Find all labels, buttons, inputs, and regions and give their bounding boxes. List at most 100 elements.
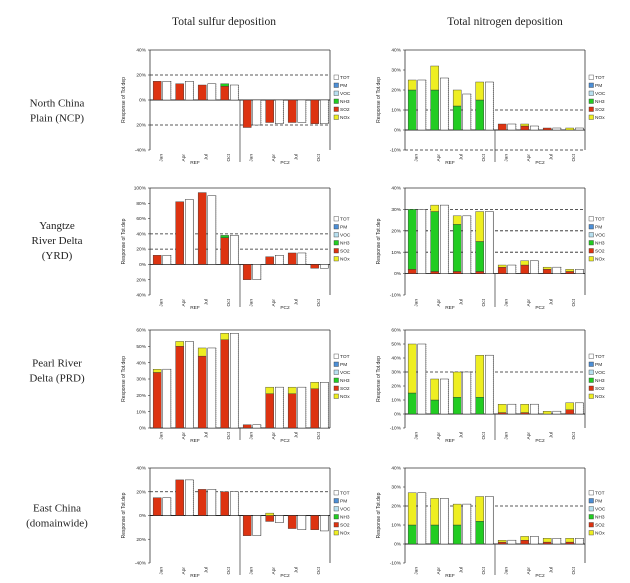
- legend-label-nh3: NH3: [595, 99, 605, 105]
- y-tick-label: 10%: [391, 398, 401, 404]
- legend-swatch-nh3: [333, 377, 339, 383]
- legend-swatch-so2: [588, 385, 594, 391]
- x-tick-label-0: Jan: [158, 567, 164, 575]
- bar-tot-3: [230, 235, 239, 265]
- bar-so2-4: [242, 264, 252, 280]
- y-tick-label: -40%: [135, 148, 147, 154]
- column-title-sulfur: Total sulfur deposition: [172, 16, 276, 28]
- row-label-2-line-0: Pearl River: [32, 358, 82, 370]
- bar-nh3-2: [452, 524, 462, 545]
- y-tick-label: 40%: [391, 466, 401, 472]
- legend-swatch-voc: [333, 90, 339, 96]
- bar-nox-5: [520, 536, 529, 541]
- bar-so2-5: [520, 125, 529, 131]
- bar-tot-1: [440, 77, 449, 131]
- y-tick-label: 40%: [136, 48, 146, 54]
- bar-nh3-0: [407, 89, 417, 131]
- y-tick-label: 20%: [136, 277, 146, 283]
- x-tick-label-5: Apr: [526, 432, 532, 440]
- bar-tot-7: [320, 264, 329, 269]
- legend-swatch-so2: [588, 248, 594, 254]
- legend-label-nh3: NH3: [340, 241, 350, 247]
- bar-nox-1: [430, 378, 439, 401]
- bar-so2-4: [497, 123, 507, 131]
- bar-nox-3: [475, 355, 484, 398]
- row-label-3-line-1: (domainwide): [26, 518, 88, 530]
- x-tick-label-7: Oct: [316, 153, 322, 161]
- bar-nox-7: [565, 127, 574, 131]
- y-tick-label: -10%: [390, 293, 402, 299]
- x-tick-label-1: Apr: [436, 432, 442, 440]
- bar-tot-7: [575, 127, 584, 131]
- x-tick-label-4: Jan: [503, 154, 509, 162]
- x-tick-label-4: Jan: [248, 567, 254, 575]
- y-tick-label: 50%: [136, 344, 146, 350]
- bar-so2-5: [265, 256, 274, 265]
- x-tick-label-0: Jan: [158, 299, 164, 307]
- bar-tot-2: [462, 215, 472, 274]
- bar-tot-7: [575, 269, 584, 274]
- x-tick-label-1: Apr: [436, 299, 442, 307]
- bar-nox-6: [542, 538, 552, 543]
- row-label-1-line-1: River Delta: [31, 235, 82, 247]
- y-tick-label: 40%: [136, 231, 146, 237]
- y-tick-label: 40%: [136, 466, 146, 472]
- legend-swatch-pm: [333, 361, 339, 367]
- y-tick-label: 0%: [394, 128, 402, 134]
- group-label-ref: REF: [445, 573, 455, 579]
- legend-label-pm: PM: [595, 499, 602, 505]
- bar-nox-5: [520, 123, 529, 127]
- x-tick-label-0: Jan: [413, 154, 419, 162]
- bar-tot-1: [185, 81, 194, 101]
- x-tick-label-6: Jul: [293, 432, 299, 438]
- bar-nox-7: [310, 382, 319, 389]
- legend-label-pm: PM: [340, 362, 347, 368]
- x-tick-label-6: Jul: [293, 154, 299, 160]
- y-tick-label: 10%: [391, 523, 401, 529]
- row-label-3-line-0: East China: [33, 503, 81, 515]
- bar-so2-0: [152, 497, 162, 516]
- bar-tot-3: [485, 496, 494, 545]
- bar-so2-3: [475, 271, 484, 274]
- y-tick-label: 30%: [391, 370, 401, 376]
- bar-tot-3: [485, 211, 494, 274]
- legend-label-tot: TOT: [595, 354, 605, 360]
- x-tick-label-3: Oct: [226, 566, 232, 574]
- x-tick-label-3: Oct: [481, 298, 487, 306]
- bar-so2-5: [520, 412, 529, 415]
- legend-swatch-nox: [588, 530, 594, 536]
- bar-nox-1: [430, 498, 439, 526]
- x-tick-label-4: Jan: [248, 432, 254, 440]
- legend-label-nh3: NH3: [595, 241, 605, 247]
- x-tick-label-6: Jul: [293, 567, 299, 573]
- bar-so2-1: [175, 346, 184, 429]
- x-tick-label-7: Oct: [316, 566, 322, 574]
- bar-so2-6: [287, 393, 297, 429]
- bar-tot-0: [417, 209, 427, 274]
- bar-tot-7: [320, 515, 329, 532]
- y-tick-label: 60%: [391, 328, 401, 334]
- chart-panel-r1-c1: 40% 30% 20% 10% 0% -10% Response of Tot.dep REF…: [376, 186, 606, 311]
- bar-tot-6: [552, 410, 562, 415]
- legend-label-pm: PM: [595, 225, 602, 231]
- bar-nox-7: [565, 269, 574, 272]
- x-tick-label-4: Jan: [503, 432, 509, 440]
- legend-label-pm: PM: [340, 499, 347, 505]
- row-label-1-line-2: (YRD): [42, 250, 73, 262]
- legend-swatch-so2: [333, 385, 339, 391]
- x-tick-label-4: Jan: [503, 567, 509, 575]
- legend-swatch-tot: [333, 490, 339, 496]
- y-tick-label: 20%: [391, 88, 401, 94]
- x-tick-label-5: Apr: [526, 154, 532, 162]
- bar-nh3-1: [430, 89, 439, 131]
- row-label-1-line-0: Yangtze: [39, 220, 75, 232]
- y-tick-label: 20%: [136, 393, 146, 399]
- legend-swatch-voc: [588, 90, 594, 96]
- bar-tot-1: [185, 479, 194, 516]
- bar-tot-2: [462, 371, 472, 415]
- legend-swatch-nh3: [588, 240, 594, 246]
- legend-swatch-nox: [588, 114, 594, 120]
- legend-swatch-nh3: [588, 514, 594, 520]
- legend-label-tot: TOT: [340, 491, 350, 497]
- bar-so2-6: [542, 127, 552, 131]
